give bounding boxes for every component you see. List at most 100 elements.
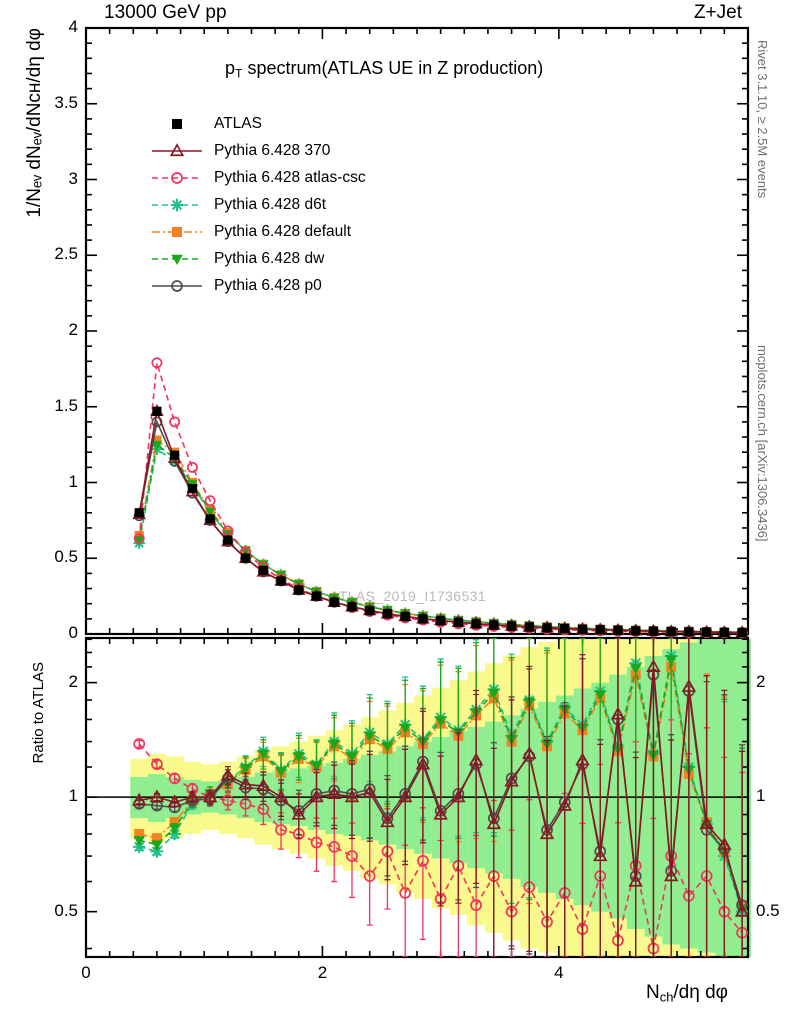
error-bar: [419, 710, 426, 844]
main-y-tick-label: 1.5: [54, 395, 78, 415]
error-bar: [260, 739, 267, 770]
legend-item-pythia-6-428-atlas-csc[interactable]: Pythia 6.428 atlas-csc: [150, 164, 366, 191]
data-point-square: [311, 591, 322, 601]
error-bar: [561, 705, 568, 957]
main-y-tick-label: 3: [68, 168, 78, 188]
legend-item-pythia-6-428-dw[interactable]: Pythia 6.428 dw: [150, 245, 366, 272]
data-point-square: [365, 605, 375, 616]
data-point-dtriangle: [151, 440, 163, 451]
data-point-square: [152, 406, 162, 416]
main-y-tick-label: 1: [68, 471, 78, 491]
error-bar: [224, 790, 231, 811]
series-pythia-6-428-370: [132, 404, 749, 638]
main-y-tick-label: 2.5: [54, 244, 78, 264]
error-bar: [136, 836, 143, 845]
legend-item-pythia-6-428-default[interactable]: Pythia 6.428 default: [150, 218, 366, 245]
legend-item-pythia-6-428-d6t[interactable]: Pythia 6.428 d6t: [150, 191, 366, 218]
error-bar: [207, 789, 214, 805]
error-bar: [614, 638, 621, 957]
plot-title-spectrum: spectrum: [242, 58, 322, 78]
data-point-square: [418, 614, 428, 624]
ratio-y-tick-label-left: 2: [68, 671, 78, 691]
legend-item-pythia-6-428-p0[interactable]: Pythia 6.428 p0: [150, 272, 366, 299]
data-point-square: [134, 508, 144, 518]
legend-marker: [172, 118, 182, 129]
series-pythia-6-428-atlas-csc: [133, 357, 748, 639]
error-bar: [136, 796, 143, 805]
data-point-circle: [168, 772, 181, 785]
data-point-circle: [151, 357, 163, 369]
error-bar: [632, 756, 639, 957]
legend-marker: [172, 226, 182, 237]
legend-label: Pythia 6.428 370: [214, 141, 331, 159]
legend-item-atlas[interactable]: ATLAS: [150, 110, 366, 137]
error-bar: [508, 699, 515, 950]
legend-item-pythia-6-428-370[interactable]: Pythia 6.428 370: [150, 137, 366, 164]
error-bar: [171, 773, 178, 784]
x-tick-label: 2: [317, 963, 328, 982]
legend-marker: [171, 279, 183, 292]
main-y-tick-label: 0.5: [54, 547, 78, 567]
data-point-square: [542, 623, 552, 633]
data-point-square: [595, 625, 605, 635]
legend-swatch-asterisk-icon: [152, 198, 202, 211]
error-bar: [171, 797, 178, 808]
legend-swatch-dtriangle-icon: [152, 254, 202, 265]
x-axis-label-n: N: [646, 982, 660, 1003]
legend-marker: [171, 171, 183, 184]
main-y-tick-label: 0: [68, 623, 78, 642]
data-point-square: [489, 620, 499, 630]
error-bar: [278, 779, 285, 817]
error-bar: [668, 739, 675, 957]
error-bar: [473, 689, 480, 885]
legend-swatch-fsquare-icon: [152, 226, 202, 237]
error-bar: [650, 638, 657, 957]
legend: ATLAS Pythia 6.428 370 Pythia 6.428 atlas-…: [150, 110, 366, 299]
data-point-dtriangle: [133, 536, 145, 546]
ratio-y-tick-label-right: 1: [756, 786, 766, 806]
legend-marker: [169, 142, 185, 156]
data-point-square: [258, 565, 268, 575]
ratio-y-tick-label-left: 0.5: [54, 900, 78, 920]
error-bar: [348, 763, 355, 840]
series-line: [138, 362, 743, 634]
series-pythia-6-428-370: [131, 638, 748, 957]
x-axis-label: Nch/dη dφ: [646, 982, 728, 1005]
data-point-circle: [186, 461, 198, 473]
plot-title-paren: (ATLAS UE in Z production): [321, 58, 544, 78]
error-bar: [153, 792, 160, 802]
error-bar: [739, 750, 746, 957]
data-point-square: [577, 624, 588, 634]
data-point-square: [613, 625, 623, 635]
x-axis-label-rest: /dη dφ: [673, 982, 728, 1003]
legend-label: Pythia 6.428 d6t: [214, 195, 327, 213]
main-y-tick-label: 3.5: [54, 92, 78, 112]
data-point-square: [560, 623, 570, 634]
data-point-circle: [133, 533, 145, 545]
data-point-square: [294, 585, 304, 595]
plot-title-sub: T: [235, 66, 243, 81]
error-bar: [153, 840, 160, 849]
data-point-circle: [169, 416, 181, 428]
data-point-square: [205, 514, 215, 524]
error-bar: [295, 793, 302, 839]
x-tick-label: 4: [554, 963, 564, 982]
data-point-triangle: [131, 792, 147, 806]
error-bar: [366, 753, 373, 842]
legend-label: Pythia 6.428 p0: [214, 276, 322, 294]
error-bar: [189, 791, 196, 804]
analysis-watermark: ATLAS_2019_I1736531: [330, 588, 487, 604]
x-tick-label: 0: [81, 963, 91, 982]
data-point-square: [400, 611, 410, 622]
data-point-square: [684, 627, 694, 637]
ratio-y-tick-label-right: 0.5: [756, 900, 780, 920]
data-point-square: [737, 627, 747, 638]
error-bar: [579, 654, 586, 957]
error-bar: [171, 823, 178, 833]
error-bar: [455, 732, 462, 904]
data-point-square: [436, 616, 446, 626]
legend-swatch-circle-icon: [152, 279, 202, 292]
data-point-square: [524, 622, 534, 632]
error-bar: [331, 764, 338, 830]
